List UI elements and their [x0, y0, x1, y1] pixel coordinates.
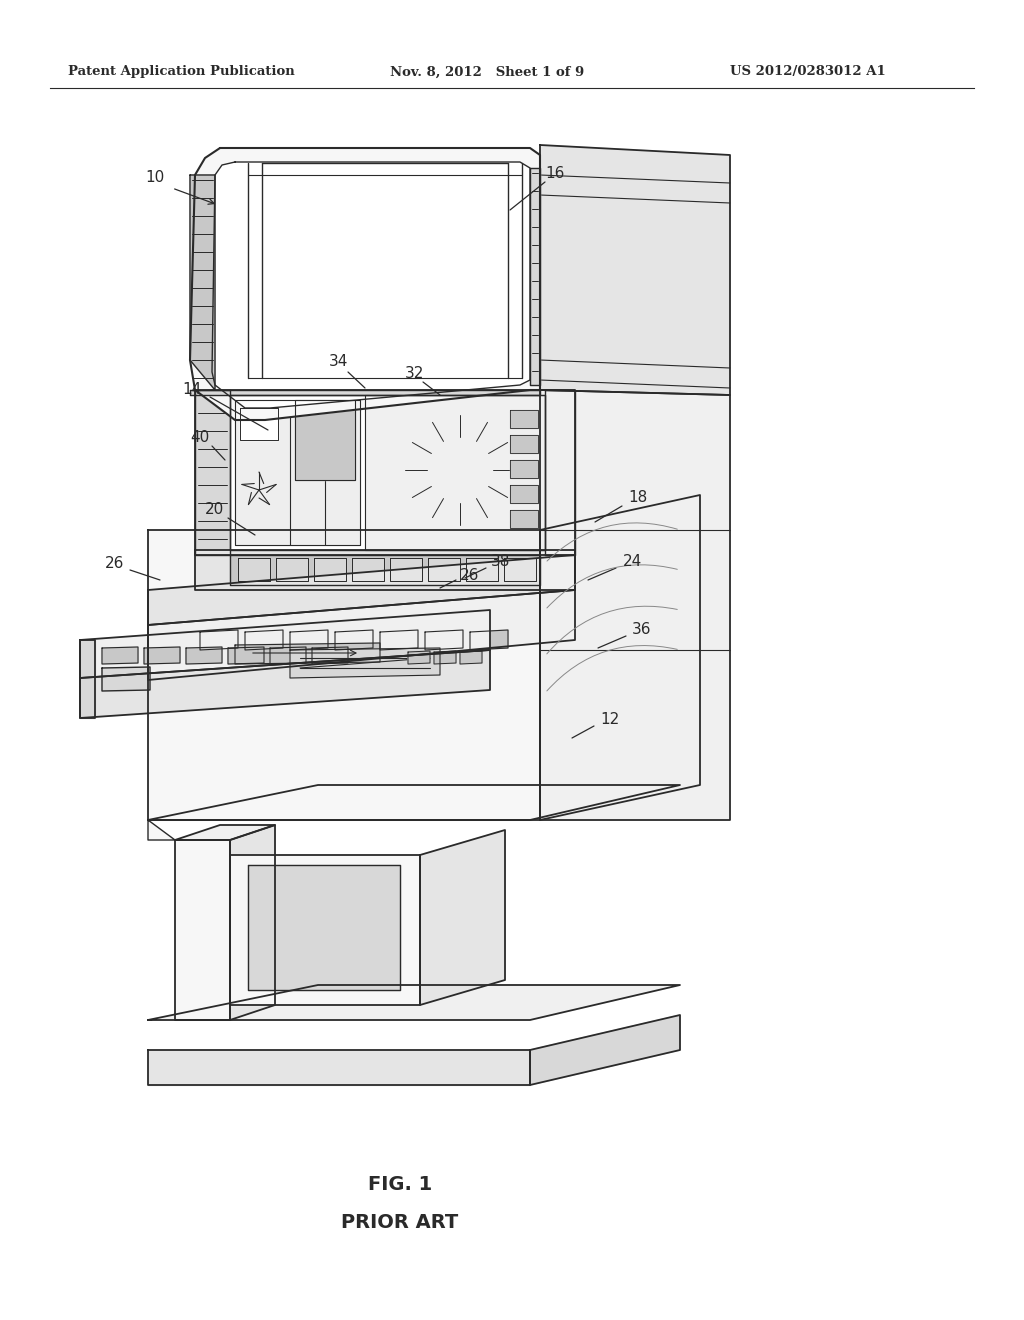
Polygon shape	[420, 830, 505, 1005]
Text: 16: 16	[546, 166, 564, 181]
Polygon shape	[190, 148, 540, 420]
Text: 38: 38	[490, 554, 510, 569]
Polygon shape	[240, 408, 278, 440]
Polygon shape	[212, 162, 530, 408]
Text: 20: 20	[206, 503, 224, 517]
Text: 26: 26	[105, 556, 125, 570]
Polygon shape	[195, 550, 575, 590]
Polygon shape	[408, 651, 430, 664]
Polygon shape	[470, 630, 508, 649]
Polygon shape	[352, 558, 384, 581]
Polygon shape	[200, 630, 238, 649]
Polygon shape	[102, 667, 150, 690]
Polygon shape	[148, 590, 575, 680]
Polygon shape	[434, 651, 456, 664]
Text: Patent Application Publication: Patent Application Publication	[68, 66, 295, 78]
Polygon shape	[290, 630, 328, 649]
Polygon shape	[390, 558, 422, 581]
Polygon shape	[148, 985, 680, 1020]
Text: US 2012/0283012 A1: US 2012/0283012 A1	[730, 66, 886, 78]
Text: 32: 32	[406, 366, 425, 380]
Text: FIG. 1: FIG. 1	[368, 1176, 432, 1195]
Polygon shape	[510, 411, 538, 428]
Polygon shape	[425, 630, 463, 649]
Polygon shape	[234, 400, 360, 545]
Text: PRIOR ART: PRIOR ART	[341, 1213, 459, 1232]
Polygon shape	[230, 825, 275, 1020]
Polygon shape	[195, 389, 575, 554]
Text: 10: 10	[145, 170, 165, 186]
Polygon shape	[510, 510, 538, 528]
Polygon shape	[248, 865, 400, 990]
Polygon shape	[510, 436, 538, 453]
Polygon shape	[510, 459, 538, 478]
Polygon shape	[148, 820, 175, 840]
Polygon shape	[230, 554, 540, 585]
Polygon shape	[228, 647, 264, 664]
Text: 12: 12	[600, 713, 620, 727]
Polygon shape	[148, 531, 540, 820]
Polygon shape	[80, 610, 490, 678]
Polygon shape	[365, 395, 545, 550]
Polygon shape	[245, 630, 283, 649]
Polygon shape	[148, 554, 575, 624]
Polygon shape	[540, 495, 700, 820]
Polygon shape	[230, 855, 420, 1005]
Polygon shape	[144, 647, 180, 664]
Polygon shape	[504, 558, 536, 581]
Polygon shape	[530, 168, 540, 385]
Polygon shape	[380, 630, 418, 649]
Polygon shape	[190, 389, 540, 395]
Polygon shape	[102, 647, 138, 664]
Polygon shape	[510, 484, 538, 503]
Text: 18: 18	[629, 491, 647, 506]
Polygon shape	[234, 643, 380, 664]
Text: 24: 24	[623, 554, 642, 569]
Polygon shape	[148, 1049, 530, 1085]
Polygon shape	[460, 651, 482, 664]
Polygon shape	[230, 395, 545, 550]
Polygon shape	[175, 840, 230, 1020]
Polygon shape	[466, 558, 498, 581]
Text: 26: 26	[461, 569, 479, 583]
Polygon shape	[540, 389, 730, 820]
Polygon shape	[270, 647, 306, 664]
Polygon shape	[290, 648, 440, 678]
Polygon shape	[175, 825, 275, 840]
Polygon shape	[540, 145, 730, 395]
Polygon shape	[186, 647, 222, 664]
Polygon shape	[195, 389, 230, 554]
Text: Nov. 8, 2012   Sheet 1 of 9: Nov. 8, 2012 Sheet 1 of 9	[390, 66, 585, 78]
Polygon shape	[148, 785, 680, 820]
Polygon shape	[335, 630, 373, 649]
Text: 34: 34	[329, 355, 348, 370]
Polygon shape	[295, 400, 355, 480]
Polygon shape	[80, 640, 95, 718]
Text: 36: 36	[632, 623, 651, 638]
Polygon shape	[312, 647, 348, 664]
Polygon shape	[190, 176, 215, 389]
Polygon shape	[428, 558, 460, 581]
Polygon shape	[80, 649, 490, 718]
Text: 14: 14	[182, 383, 202, 397]
Polygon shape	[238, 558, 270, 581]
Polygon shape	[545, 389, 575, 554]
Polygon shape	[314, 558, 346, 581]
Polygon shape	[530, 1015, 680, 1085]
Text: 40: 40	[190, 430, 210, 446]
Polygon shape	[276, 558, 308, 581]
